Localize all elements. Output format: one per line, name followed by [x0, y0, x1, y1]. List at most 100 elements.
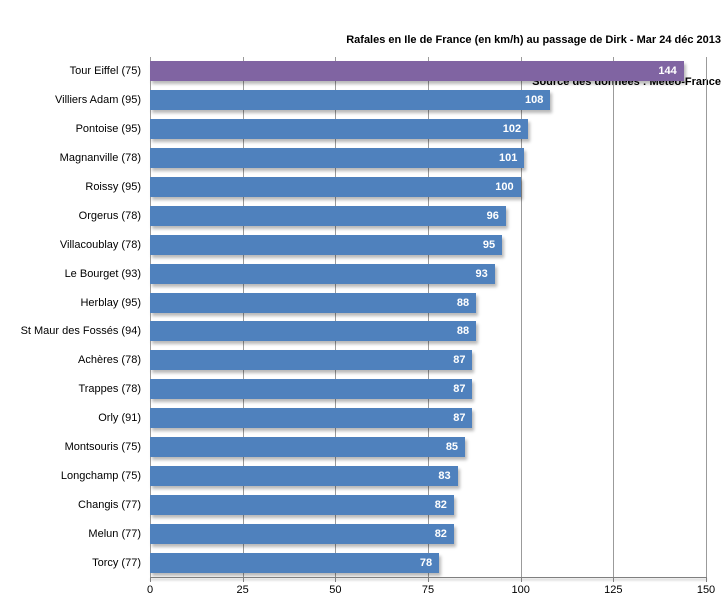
bar-value-label: 82	[434, 527, 447, 540]
x-axis-tick-mark	[706, 577, 707, 582]
category-label: Roissy (95)	[85, 181, 141, 193]
bar-track: 95	[150, 230, 706, 259]
category-label: Melun (77)	[88, 527, 141, 540]
bar-track: 93	[150, 259, 706, 288]
x-axis-tick-label: 125	[604, 584, 623, 596]
bar-value-label: 95	[482, 238, 496, 251]
bar: 100	[150, 177, 521, 197]
bar: 82	[150, 494, 454, 515]
x-axis-tick-label: 50	[329, 584, 342, 596]
bar: 87	[150, 408, 473, 429]
bar-row: Achères (78) 87	[0, 346, 706, 375]
category-label: Achères (78)	[78, 354, 141, 367]
category-label: St Maur des Fossés (94)	[20, 325, 141, 338]
bar-value-label: 100	[495, 181, 514, 193]
bar: 88	[150, 321, 477, 342]
bar-track: 83	[150, 461, 706, 490]
bar-value-label: 87	[453, 354, 466, 367]
x-axis-tick-mark	[613, 577, 615, 582]
bar-track: 87	[150, 404, 706, 433]
category-label: Trappes (78)	[78, 383, 141, 396]
bar-track: 82	[150, 519, 706, 548]
category-label: Changis (77)	[78, 498, 141, 511]
x-axis-tick-label: 25	[236, 584, 249, 596]
category-label: Orly (91)	[98, 412, 141, 425]
bar: 108	[150, 90, 551, 111]
category-label: Orgerus (78)	[78, 209, 141, 222]
bar-track: 82	[150, 490, 706, 519]
chart-title: Rafales en Ile de France (en km/h) au pa…	[346, 34, 721, 46]
bar-row: Orly (91) 87	[0, 404, 706, 433]
bar-row: Magnanville (78) 101	[0, 144, 706, 173]
gridline	[335, 57, 337, 577]
bar-track: 101	[150, 144, 706, 173]
bar-row: Trappes (78) 87	[0, 375, 706, 404]
gridline	[520, 57, 522, 577]
category-label: Torcy (77)	[92, 556, 141, 569]
bar: 85	[150, 437, 466, 458]
bar-highlighted: 144	[150, 61, 684, 82]
bar-row: Villiers Adam (95) 108	[0, 86, 706, 115]
bar-value-label: 88	[456, 325, 470, 338]
category-label: Villiers Adam (95)	[55, 94, 141, 107]
bar-track: 102	[150, 115, 706, 144]
bar-value-label: 96	[486, 209, 499, 222]
x-axis-tick-label: 100	[511, 584, 530, 596]
bar-value-label: 102	[502, 123, 522, 136]
bar-value-label: 87	[453, 383, 466, 396]
bar-track: 78	[150, 548, 706, 577]
gridline	[242, 57, 244, 577]
gridline	[150, 57, 151, 577]
bar-value-label: 87	[453, 412, 466, 425]
bar-rows: Tour Eiffel (75) 144 Villiers Adam (95) 108…	[0, 57, 706, 577]
x-axis-tick-mark	[335, 577, 337, 582]
bar-track: 88	[150, 317, 706, 346]
category-label: Magnanville (78)	[59, 152, 141, 165]
bar-row: Roissy (95) 100	[0, 173, 706, 202]
bar-row: Herblay (95) 88	[0, 288, 706, 317]
x-axis-tick-label: 75	[421, 584, 435, 596]
bar-row: Torcy (77) 78	[0, 548, 706, 577]
bar: 87	[150, 379, 473, 400]
x-axis-tick-mark	[150, 577, 151, 582]
x-axis-tick-mark	[520, 577, 522, 582]
x-axis-tick-label: 0	[146, 584, 154, 596]
gridline	[428, 57, 429, 577]
x-axis-tick-mark	[428, 577, 429, 582]
bar-track: 100	[150, 173, 706, 202]
bar-row: Changis (77) 82	[0, 490, 706, 519]
category-label: Villacoublay (78)	[59, 238, 141, 251]
bar: 83	[150, 465, 458, 486]
bar-value-label: 82	[434, 498, 447, 511]
bar-row: Longchamp (75) 83	[0, 461, 706, 490]
category-label: Pontoise (95)	[75, 123, 141, 136]
bar: 82	[150, 523, 454, 544]
bar: 95	[150, 234, 503, 255]
category-label: Montsouris (75)	[64, 441, 141, 454]
chart-header: Rafales en Ile de France (en km/h) au pa…	[346, 5, 721, 117]
bar-track: 108	[150, 86, 706, 115]
bar-value-label: 83	[438, 469, 451, 482]
bar-value-label: 78	[419, 556, 433, 569]
bar: 87	[150, 350, 473, 371]
bar-row: Melun (77) 82	[0, 519, 706, 548]
bar-value-label: 85	[445, 441, 459, 454]
bar-value-label: 101	[499, 152, 518, 165]
bar-value-label: 88	[456, 296, 470, 309]
category-label: Longchamp (75)	[60, 469, 141, 482]
gridline	[613, 57, 615, 577]
x-axis-tick-mark	[242, 577, 244, 582]
bar-value-label: 108	[524, 94, 544, 107]
bar-row: Orgerus (78) 96	[0, 201, 706, 230]
bar-row: Le Bourget (93) 93	[0, 259, 706, 288]
bar-row: Villacoublay (78) 95	[0, 230, 706, 259]
category-label: Herblay (95)	[80, 296, 141, 309]
bar-row: Pontoise (95) 102	[0, 115, 706, 144]
bar-row: St Maur des Fossés (94) 88	[0, 317, 706, 346]
category-label: Tour Eiffel (75)	[69, 65, 141, 78]
bar-track: 88	[150, 288, 706, 317]
bar-value-label: 144	[658, 65, 677, 78]
bar-row: Montsouris (75) 85	[0, 433, 706, 462]
bar: 96	[150, 205, 506, 226]
